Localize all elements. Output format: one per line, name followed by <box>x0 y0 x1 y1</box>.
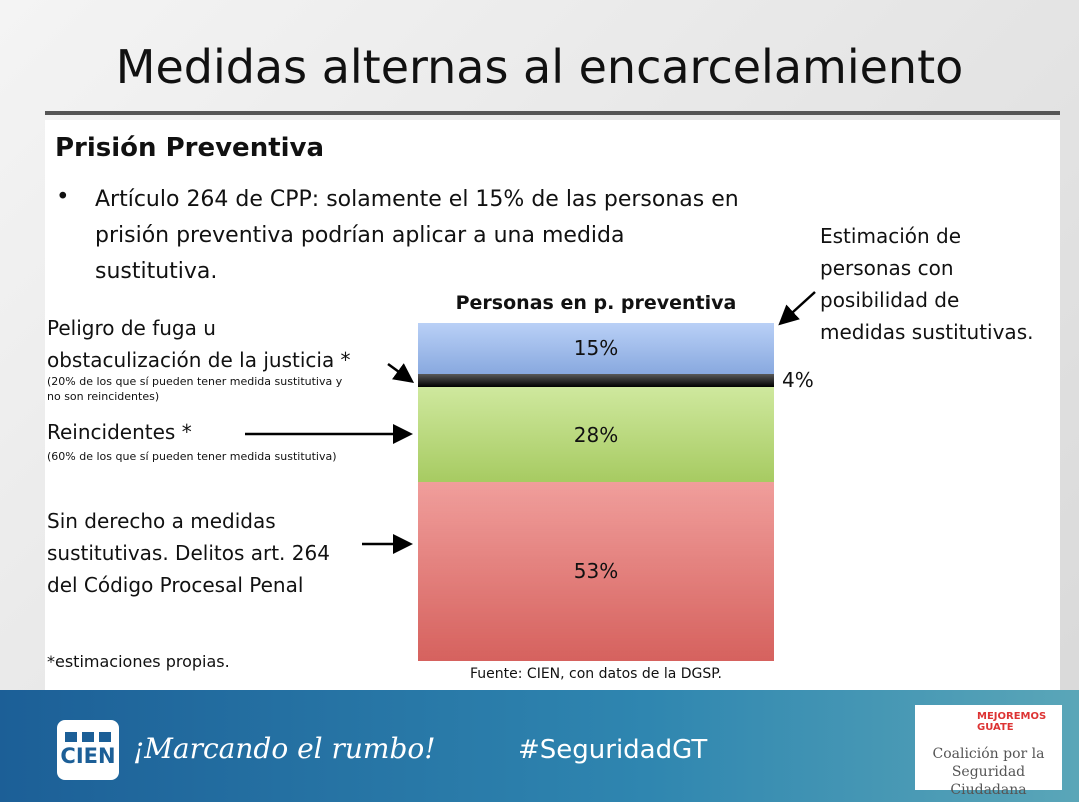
logo-shapes <box>65 732 111 742</box>
heading: Prisión Preventiva <box>55 133 325 163</box>
chart-title: Personas en p. preventiva <box>455 292 737 314</box>
slide-title: Medidas alternas al encarcelamiento <box>115 40 964 94</box>
value-label: 4% <box>782 368 814 393</box>
footnote: *estimaciones propias. <box>47 652 230 671</box>
value-label: 28% <box>573 422 619 447</box>
series-label: Sin derecho a medidas sustitutivas. Deli… <box>47 509 330 597</box>
series-label: Reincidentes * <box>47 420 192 444</box>
title-rule <box>45 111 1060 115</box>
value-label: 53% <box>573 559 619 584</box>
bar-segment <box>418 481 774 661</box>
source: Fuente: CIEN, con datos de la DGSP. <box>470 666 722 682</box>
logo-text: Coalición por la Seguridad Ciudadana <box>932 746 1045 798</box>
bullet-dot: • <box>56 184 70 210</box>
cien-logo: CIEN <box>57 720 119 780</box>
series-note: (60% de los que sí pueden tener medida s… <box>47 450 337 463</box>
logo-text: MEJOREMOS GUATE <box>977 711 1047 733</box>
bar-segment <box>418 323 774 374</box>
series-label: Estimación de personas con posibilidad d… <box>820 224 1034 344</box>
tagline: ¡Marcando el rumbo! <box>133 732 436 765</box>
logo-text: CIEN <box>60 744 116 768</box>
series-note: (20% de los que sí pueden tener medida s… <box>47 375 343 403</box>
hashtag: #SeguridadGT <box>518 735 708 765</box>
footer-band <box>0 690 1079 802</box>
bullet-text: Artículo 264 de CPP: solamente el 15% de… <box>95 187 739 284</box>
coalicion-logo: MEJOREMOS GUATE Coalición por la Segurid… <box>915 705 1062 798</box>
bar-segment <box>418 373 774 388</box>
bar-segment <box>418 387 774 482</box>
value-label: 15% <box>573 336 619 361</box>
series-label: Peligro de fuga u obstaculización de la … <box>47 316 351 372</box>
